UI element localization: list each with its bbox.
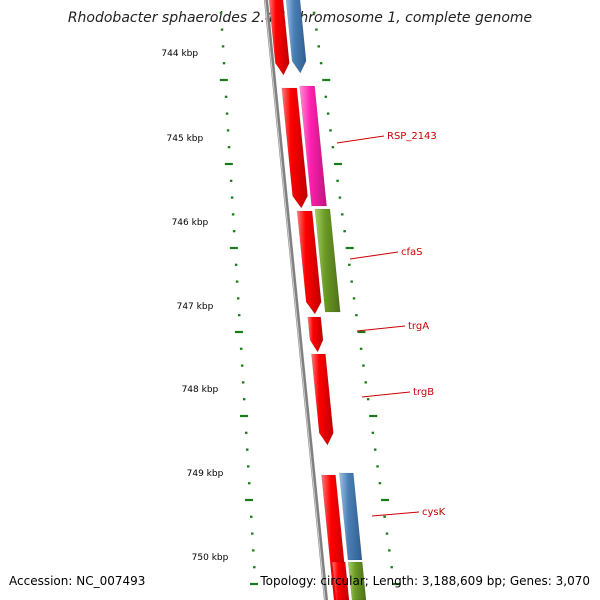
gene-label-leader: [371, 511, 420, 517]
accession-text: Accession: NC_007493: [9, 574, 146, 588]
gene-feature: [338, 472, 363, 561]
gene-labels: RSP_2143 cfaS trgA trgB cysK: [336, 131, 446, 518]
gene-feature: [296, 210, 322, 315]
tick-label: 744 kbp: [161, 49, 198, 59]
genome-summary-text: Topology: circular; Length: 3,188,609 bp…: [260, 574, 590, 588]
gene-feature: [268, 0, 290, 76]
gene-label: RSP_2143: [387, 131, 437, 142]
gene-feature: [314, 208, 341, 313]
backbone-line: [264, 0, 328, 600]
gene-label-leader: [336, 135, 385, 144]
gene-label: trgA: [408, 321, 429, 332]
tick-labels: 744 kbp 745 kbp 746 kbp 747 kbp 748 kbp 749 k…: [161, 49, 228, 563]
gene-feature: [281, 87, 308, 209]
tick-label: 748 kbp: [182, 385, 219, 395]
tick-label: 746 kbp: [172, 218, 209, 228]
gene-label-leader: [349, 251, 399, 260]
gene-feature: [285, 0, 307, 74]
tick-marks-inner: [219, 11, 259, 586]
gene-features: [268, 0, 367, 600]
gene-label-leader: [356, 325, 406, 332]
gene-label: trgB: [413, 387, 434, 398]
gene-feature: [347, 561, 367, 600]
tick-marks-outer: [312, 11, 401, 586]
chromosome-backbone: [264, 0, 328, 600]
gene-feature: [311, 353, 334, 446]
gene-feature: [299, 85, 327, 207]
tick-label: 745 kbp: [167, 134, 204, 144]
backbone-highlight: [264, 0, 326, 600]
tick-label: 747 kbp: [177, 302, 214, 312]
gene-label: cfaS: [401, 247, 423, 258]
gene-label-leader: [361, 391, 411, 398]
gene-feature: [307, 316, 324, 353]
tick-label: 750 kbp: [192, 553, 229, 563]
gene-label: cysK: [422, 507, 446, 518]
tick-label: 749 kbp: [187, 469, 224, 479]
gene-feature: [331, 561, 350, 600]
